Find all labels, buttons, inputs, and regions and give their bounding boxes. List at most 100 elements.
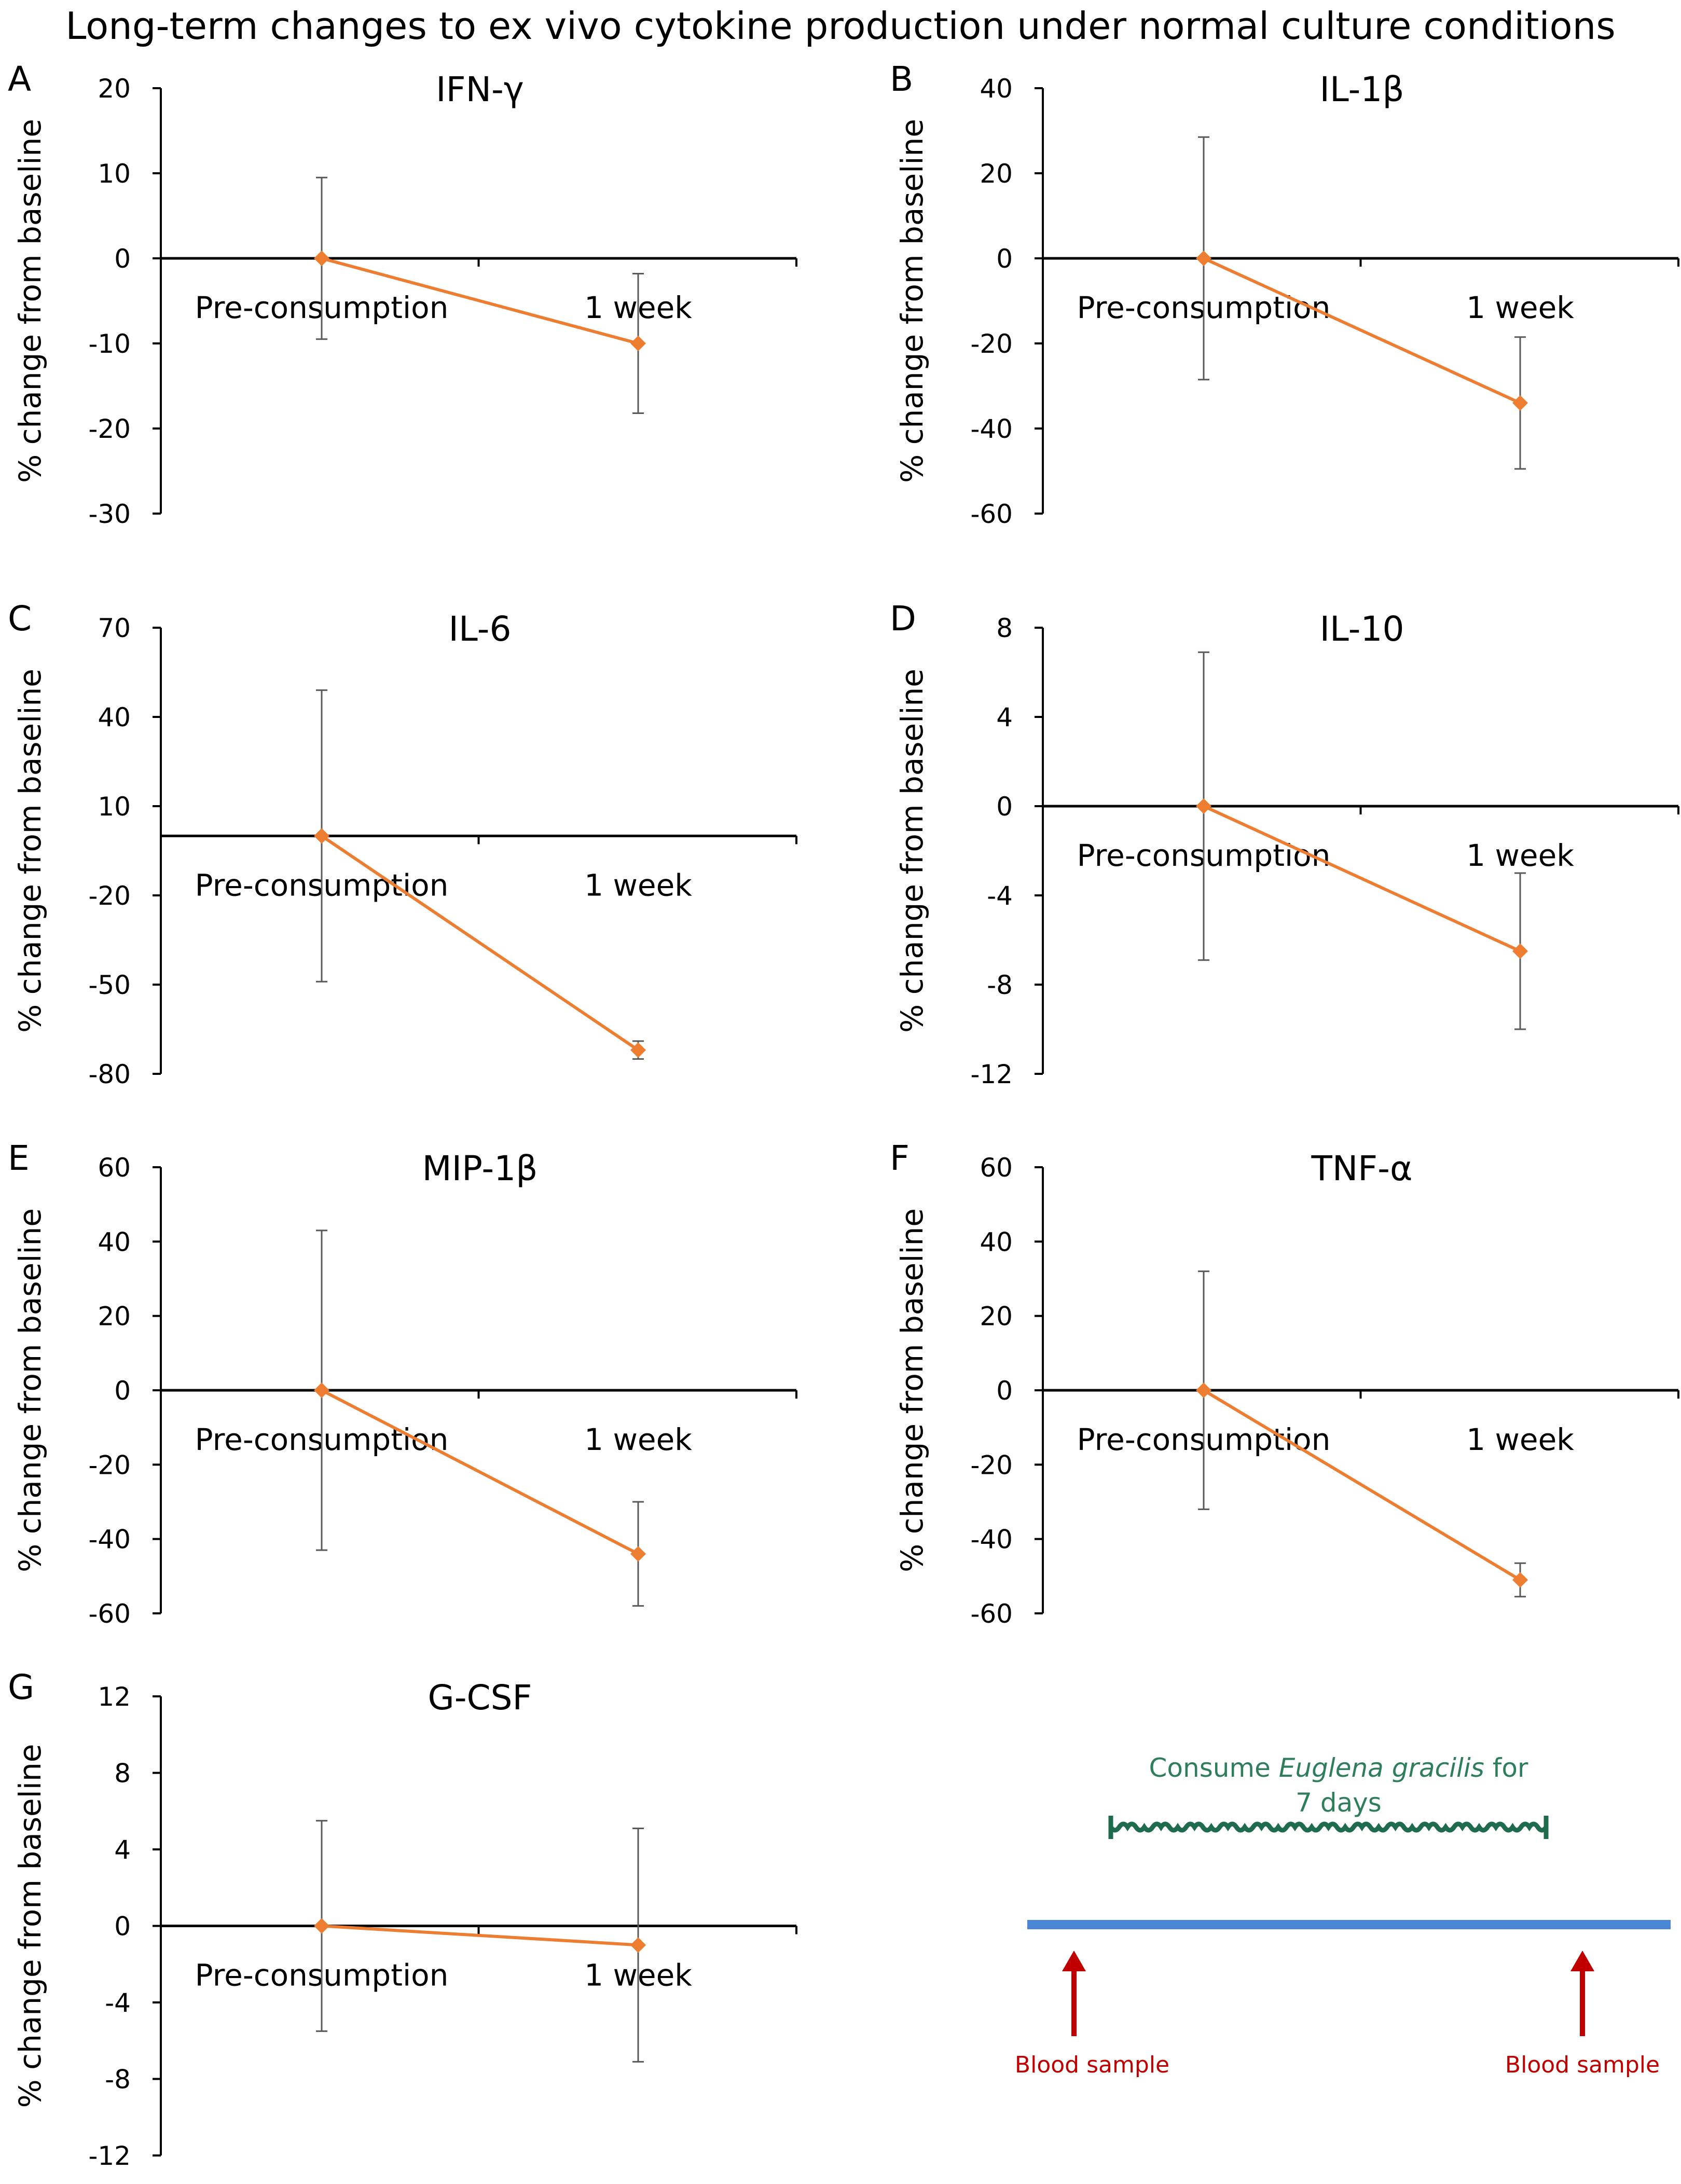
y-axis-label: % change from baseline bbox=[894, 1208, 930, 1572]
y-axis-label: % change from baseline bbox=[894, 669, 930, 1033]
data-point bbox=[1512, 943, 1528, 959]
y-tick-label: -40 bbox=[970, 414, 1013, 444]
y-tick-label: -20 bbox=[88, 414, 131, 444]
data-point bbox=[314, 251, 329, 266]
series-line bbox=[1203, 1389, 1521, 1582]
chart-svg: B IL-1β % change from baseline 40 20 0 -20 -40 -… bbox=[890, 59, 1679, 529]
left-arrow-head bbox=[1062, 1951, 1086, 1971]
y-tick-label: 40 bbox=[980, 1227, 1013, 1257]
chart-title: IL-6 bbox=[449, 609, 512, 649]
right-arrow-head bbox=[1570, 1951, 1594, 1971]
data-point bbox=[1196, 1383, 1211, 1398]
chart-title: IL-1β bbox=[1319, 70, 1404, 109]
y-tick-label: -60 bbox=[88, 1599, 131, 1629]
y-tick-label: -60 bbox=[970, 499, 1013, 529]
consume-prefix: Consume bbox=[1149, 1753, 1279, 1783]
y-tick-label: 60 bbox=[98, 1153, 131, 1183]
chart-title: MIP-1β bbox=[422, 1149, 538, 1188]
data-point bbox=[630, 1042, 646, 1058]
y-tick-label: -4 bbox=[987, 881, 1013, 911]
y-tick-label: -4 bbox=[105, 1988, 131, 2018]
y-tick-label: -20 bbox=[970, 1450, 1013, 1480]
y-tick-label: -8 bbox=[987, 970, 1013, 1000]
panel-letter: A bbox=[8, 62, 31, 99]
chart-title: IL-10 bbox=[1320, 609, 1404, 649]
data-point bbox=[630, 1937, 646, 1953]
y-tick-label: 12 bbox=[98, 1682, 131, 1712]
series-line bbox=[321, 1389, 639, 1555]
y-tick-label: 40 bbox=[98, 1227, 131, 1257]
y-tick-label: 0 bbox=[996, 1376, 1013, 1406]
y-tick-label: -8 bbox=[105, 2065, 131, 2095]
left-blood-sample-label: Blood sample bbox=[1015, 2052, 1169, 2078]
consume-species: Euglena gracilis bbox=[1279, 1753, 1484, 1783]
chart-svg: A IFN-γ % change from baseline 20 10 0 -10 -20 -… bbox=[8, 59, 797, 529]
y-axis-label: % change from baseline bbox=[894, 119, 930, 483]
panel-d: D IL-10% change from baseline 8 4 0 -4 -8 -12 Pr… bbox=[882, 599, 1681, 1100]
panel-e: E MIP-1β % change from baseline 60 40 20 0 -20 -… bbox=[0, 1138, 835, 1639]
y-tick-label: 0 bbox=[996, 792, 1013, 822]
y-tick-label: 40 bbox=[980, 74, 1013, 104]
y-tick-label: 4 bbox=[114, 1835, 131, 1865]
y-tick-label: 10 bbox=[98, 792, 131, 822]
y-tick-label: 8 bbox=[996, 613, 1013, 643]
left-arrow bbox=[1062, 1951, 1086, 2036]
y-tick-label: 40 bbox=[98, 702, 131, 732]
panel-letter: F bbox=[890, 1141, 910, 1178]
x-category-label: 1 week bbox=[1466, 1422, 1574, 1457]
chart-title: IFN-γ bbox=[436, 70, 524, 109]
y-tick-label: -20 bbox=[88, 1450, 131, 1480]
consumption-wave bbox=[1109, 1821, 1548, 1833]
y-tick-label: 20 bbox=[980, 159, 1013, 189]
data-point bbox=[314, 1383, 329, 1398]
chart-svg: E MIP-1β % change from baseline 60 40 20 0 -20 -… bbox=[8, 1138, 797, 1629]
y-axis-label: % change from baseline bbox=[12, 119, 48, 483]
y-tick-label: 20 bbox=[980, 1302, 1013, 1332]
right-blood-sample-label: Blood sample bbox=[1505, 2052, 1660, 2078]
figure-title: Long-term changes to ex vivo cytokine pr… bbox=[65, 4, 1616, 48]
data-point bbox=[314, 1918, 329, 1934]
y-tick-label: -80 bbox=[88, 1059, 131, 1089]
data-point bbox=[314, 828, 329, 844]
chart-title: G-CSF bbox=[428, 1678, 532, 1718]
consume-label-line1: Consume Euglena gracilis for bbox=[1149, 1753, 1528, 1783]
y-tick-label: -20 bbox=[88, 881, 131, 911]
panel-letter: G bbox=[8, 1670, 34, 1707]
y-tick-label: -40 bbox=[88, 1525, 131, 1555]
panel-b: B IL-1β % change from baseline 40 20 0 -20 -40 -… bbox=[882, 59, 1681, 540]
y-tick-label: -30 bbox=[88, 499, 131, 529]
panel-c: C IL-6 % change from baseline 70 40 10 -20 -50 -… bbox=[0, 599, 835, 1100]
chart-svg: F TNF-α % change from baseline 60 40 20 0 -20 -4… bbox=[890, 1138, 1679, 1629]
y-tick-label: 0 bbox=[114, 1912, 131, 1942]
y-axis-label: % change from baseline bbox=[12, 669, 48, 1033]
chart-svg: D IL-10% change from baseline840-4-8-12Pr… bbox=[890, 599, 1679, 1089]
x-category-label: 1 week bbox=[1466, 290, 1574, 325]
consume-label-line2: 7 days bbox=[1296, 1788, 1382, 1818]
series-line bbox=[321, 1924, 639, 1947]
panel-letter: C bbox=[8, 602, 32, 639]
chart-title: TNF-α bbox=[1311, 1149, 1413, 1188]
panel-letter: D bbox=[890, 602, 916, 639]
y-axis-label: % change from baseline bbox=[12, 1208, 48, 1572]
panel-f: F TNF-α % change from baseline 60 40 20 0 -20 -4… bbox=[882, 1138, 1681, 1639]
chart-svg: G G-CSF % change from baseline 12 8 4 0 -4 -8 -12… bbox=[8, 1667, 797, 2171]
data-point bbox=[630, 1546, 646, 1562]
y-tick-label: 60 bbox=[980, 1153, 1013, 1183]
consumption-timeline: Consume Euglena gracilis for 7 days Bloo… bbox=[996, 1556, 1681, 2181]
y-tick-label: 20 bbox=[98, 74, 131, 104]
y-tick-label: 4 bbox=[996, 702, 1013, 732]
timeline-diagram: Consume Euglena gracilis for 7 days Bloo… bbox=[1015, 1753, 1671, 2078]
series-line bbox=[321, 834, 639, 1052]
y-tick-label: 20 bbox=[98, 1302, 131, 1332]
consume-suffix: for bbox=[1484, 1753, 1528, 1783]
chart-svg: C IL-6 % change from baseline 70 40 10 -20 -50 -… bbox=[8, 599, 797, 1089]
x-category-label: 1 week bbox=[1466, 838, 1574, 873]
series-line bbox=[321, 257, 639, 345]
y-tick-label: 0 bbox=[996, 244, 1013, 274]
y-tick-label: 0 bbox=[114, 1376, 131, 1406]
panel-letter: E bbox=[8, 1141, 30, 1178]
data-point bbox=[1196, 798, 1211, 814]
y-tick-label: -12 bbox=[970, 1059, 1013, 1089]
y-tick-label: -10 bbox=[88, 329, 131, 359]
panel-letter: B bbox=[890, 62, 913, 99]
